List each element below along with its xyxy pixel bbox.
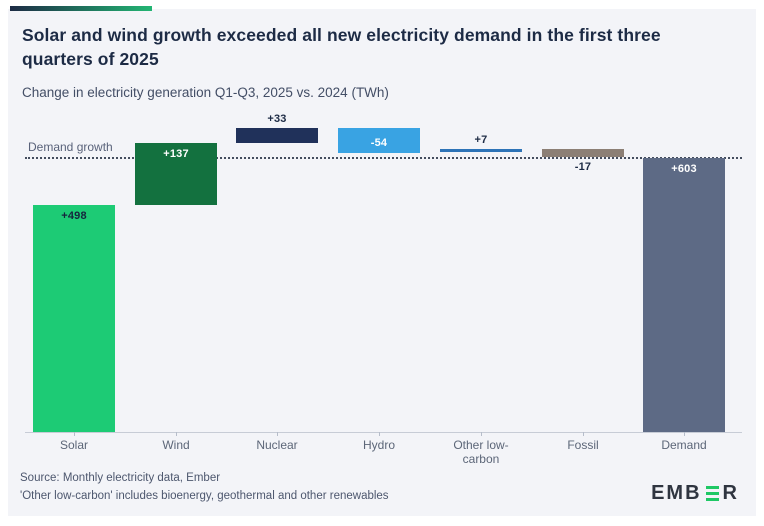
axis-tick-nuclear (277, 432, 278, 436)
axis-label-demand: Demand (661, 438, 707, 452)
axis-tick-demand (684, 432, 685, 436)
bar-fossil (542, 149, 624, 157)
chart-title: Solar and wind growth exceeded all new e… (22, 25, 661, 69)
bar-value-label-nuclear: +33 (267, 113, 287, 125)
bar-solar (33, 205, 115, 432)
logo-green-e-icon (705, 485, 719, 502)
axis-tick-fossil (583, 432, 584, 436)
axis-tick-hydro (379, 432, 380, 436)
logo-text-left: EMB (651, 482, 702, 504)
bar-value-label-demand: +603 (671, 163, 697, 175)
axis-label-nuclear: Nuclear (256, 438, 298, 452)
waterfall-chart: Demand growth +498 Solar +137 Wind +33 Nuclea… (25, 112, 742, 466)
bar-other-low-carbon (440, 149, 522, 152)
bar-value-label-solar: +498 (61, 210, 87, 222)
bar-hydro (338, 128, 420, 153)
definition-note: 'Other low-carbon' includes bioenergy, g… (20, 490, 389, 502)
axis-tick-other-low-carbon (481, 432, 482, 436)
x-axis-line (25, 432, 742, 433)
reference-line-label: Demand growth (28, 140, 113, 154)
bar-value-label-fossil: -17 (574, 161, 592, 173)
chart-subtitle: Change in electricity generation Q1-Q3, … (22, 85, 389, 100)
axis-label-other-low-carbon: Other low-carbon (453, 438, 509, 466)
bar-value-label-hydro: -54 (370, 137, 388, 149)
axis-tick-solar (74, 432, 75, 436)
axis-label-fossil: Fossil (567, 438, 599, 452)
axis-tick-wind (176, 432, 177, 436)
axis-label-hydro: Hydro (362, 438, 395, 452)
bar-demand (643, 158, 725, 432)
bar-nuclear (236, 128, 318, 143)
axis-label-wind: Wind (162, 438, 190, 452)
demand-growth-reference-line (25, 157, 742, 159)
bar-wind (135, 143, 217, 205)
logo-text-right: R (722, 482, 739, 504)
axis-label-solar: Solar (59, 438, 88, 452)
brand-accent-bar (10, 6, 152, 11)
bar-value-label-wind: +137 (163, 148, 189, 160)
ember-logo: EMB R (651, 482, 739, 505)
chart-card: Solar and wind growth exceeded all new e… (8, 9, 756, 516)
source-note: Source: Monthly electricity data, Ember (20, 472, 221, 484)
bar-value-label-other-low-carbon: +7 (474, 134, 488, 146)
